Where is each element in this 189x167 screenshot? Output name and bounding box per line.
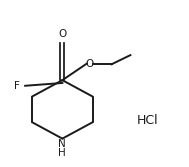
Text: O: O [58, 29, 67, 39]
Text: F: F [14, 81, 20, 91]
Text: HCl: HCl [137, 114, 158, 127]
Text: N: N [58, 139, 66, 149]
Text: O: O [86, 59, 94, 69]
Text: H: H [58, 148, 66, 158]
